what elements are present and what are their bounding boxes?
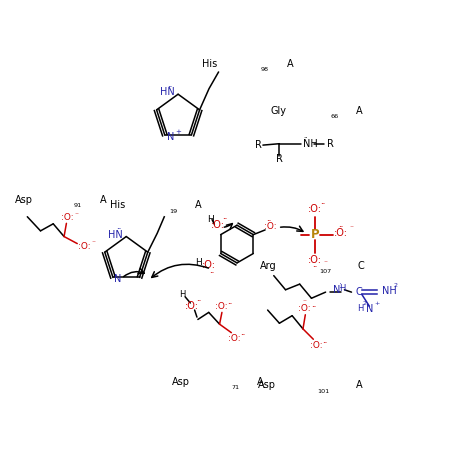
Text: 101: 101	[318, 389, 330, 393]
Text: :O:: :O:	[264, 222, 276, 231]
Text: :O:: :O:	[298, 304, 310, 313]
Text: ⋅⋅: ⋅⋅	[222, 214, 227, 223]
Text: HN: HN	[160, 87, 174, 97]
Text: N: N	[167, 132, 174, 142]
Text: 98: 98	[261, 67, 269, 72]
Text: ⋅⋅: ⋅⋅	[311, 302, 316, 311]
Text: NH: NH	[382, 286, 397, 296]
Text: ⋅⋅: ⋅⋅	[322, 337, 327, 346]
Text: P: P	[310, 228, 319, 241]
Text: ⁻: ⁻	[91, 238, 95, 247]
Text: ⋅⋅: ⋅⋅	[266, 216, 271, 225]
Text: :O:: :O:	[334, 228, 347, 238]
Text: 2: 2	[393, 283, 397, 288]
Text: 91: 91	[74, 203, 82, 209]
Text: 107: 107	[319, 269, 331, 274]
Text: Asp: Asp	[172, 377, 190, 387]
Text: Arg: Arg	[260, 261, 276, 271]
Text: ⋅⋅: ⋅⋅	[167, 82, 173, 91]
Text: A: A	[257, 377, 264, 387]
Text: His: His	[201, 59, 217, 69]
Text: H: H	[179, 290, 185, 299]
Text: A: A	[100, 195, 106, 205]
Text: H: H	[357, 304, 364, 313]
Text: ⋅⋅: ⋅⋅	[338, 222, 343, 231]
Text: :O:: :O:	[215, 302, 228, 311]
Text: ⋅⋅: ⋅⋅	[209, 268, 214, 277]
Text: Asp: Asp	[15, 195, 33, 205]
Text: ⁻: ⁻	[349, 223, 354, 232]
Text: :O:: :O:	[310, 341, 322, 350]
Text: 2: 2	[362, 301, 366, 306]
Text: A: A	[356, 381, 363, 391]
Text: A: A	[287, 59, 293, 69]
Text: :O:: :O:	[61, 213, 73, 222]
Text: N: N	[333, 285, 340, 295]
Text: N: N	[365, 304, 373, 314]
Text: Asp: Asp	[258, 381, 276, 391]
Text: H: H	[339, 284, 345, 293]
Text: :O:: :O:	[308, 255, 322, 265]
Text: A: A	[195, 201, 201, 210]
Text: ⋅⋅: ⋅⋅	[240, 330, 246, 339]
Text: +: +	[374, 301, 379, 306]
Text: C: C	[355, 287, 362, 297]
Text: H: H	[207, 215, 213, 224]
Text: ⁻: ⁻	[75, 210, 79, 219]
Text: :O:: :O:	[202, 260, 216, 270]
Text: His: His	[110, 201, 125, 210]
Text: ⋅⋅: ⋅⋅	[116, 225, 121, 234]
Text: R: R	[327, 139, 334, 149]
Text: R: R	[255, 140, 262, 150]
Text: ⋅⋅: ⋅⋅	[320, 199, 326, 208]
Text: :O:: :O:	[78, 242, 90, 251]
Text: H: H	[195, 258, 202, 267]
Text: ⁻: ⁻	[302, 298, 306, 307]
Text: HN: HN	[108, 229, 122, 240]
Text: Gly: Gly	[271, 106, 287, 116]
Text: 19: 19	[169, 209, 177, 214]
Text: +: +	[175, 129, 181, 135]
Text: N: N	[114, 274, 122, 284]
Text: ⋅⋅: ⋅⋅	[196, 296, 201, 305]
Text: :O:: :O:	[228, 334, 241, 343]
Text: A: A	[356, 106, 363, 116]
Text: 71: 71	[231, 385, 239, 390]
Text: :: :	[339, 281, 342, 290]
Text: ⁻: ⁻	[323, 258, 327, 267]
Text: ⋅⋅: ⋅⋅	[303, 135, 308, 141]
Text: ⋅⋅: ⋅⋅	[312, 262, 318, 271]
Text: 66: 66	[330, 114, 338, 119]
Text: :O:: :O:	[211, 220, 225, 230]
Text: :O:: :O:	[185, 301, 199, 311]
Text: :O:: :O:	[308, 204, 322, 214]
Text: C: C	[357, 261, 365, 271]
Text: R: R	[276, 154, 283, 164]
Text: NH: NH	[303, 139, 318, 149]
Text: ⋅⋅: ⋅⋅	[228, 300, 233, 309]
